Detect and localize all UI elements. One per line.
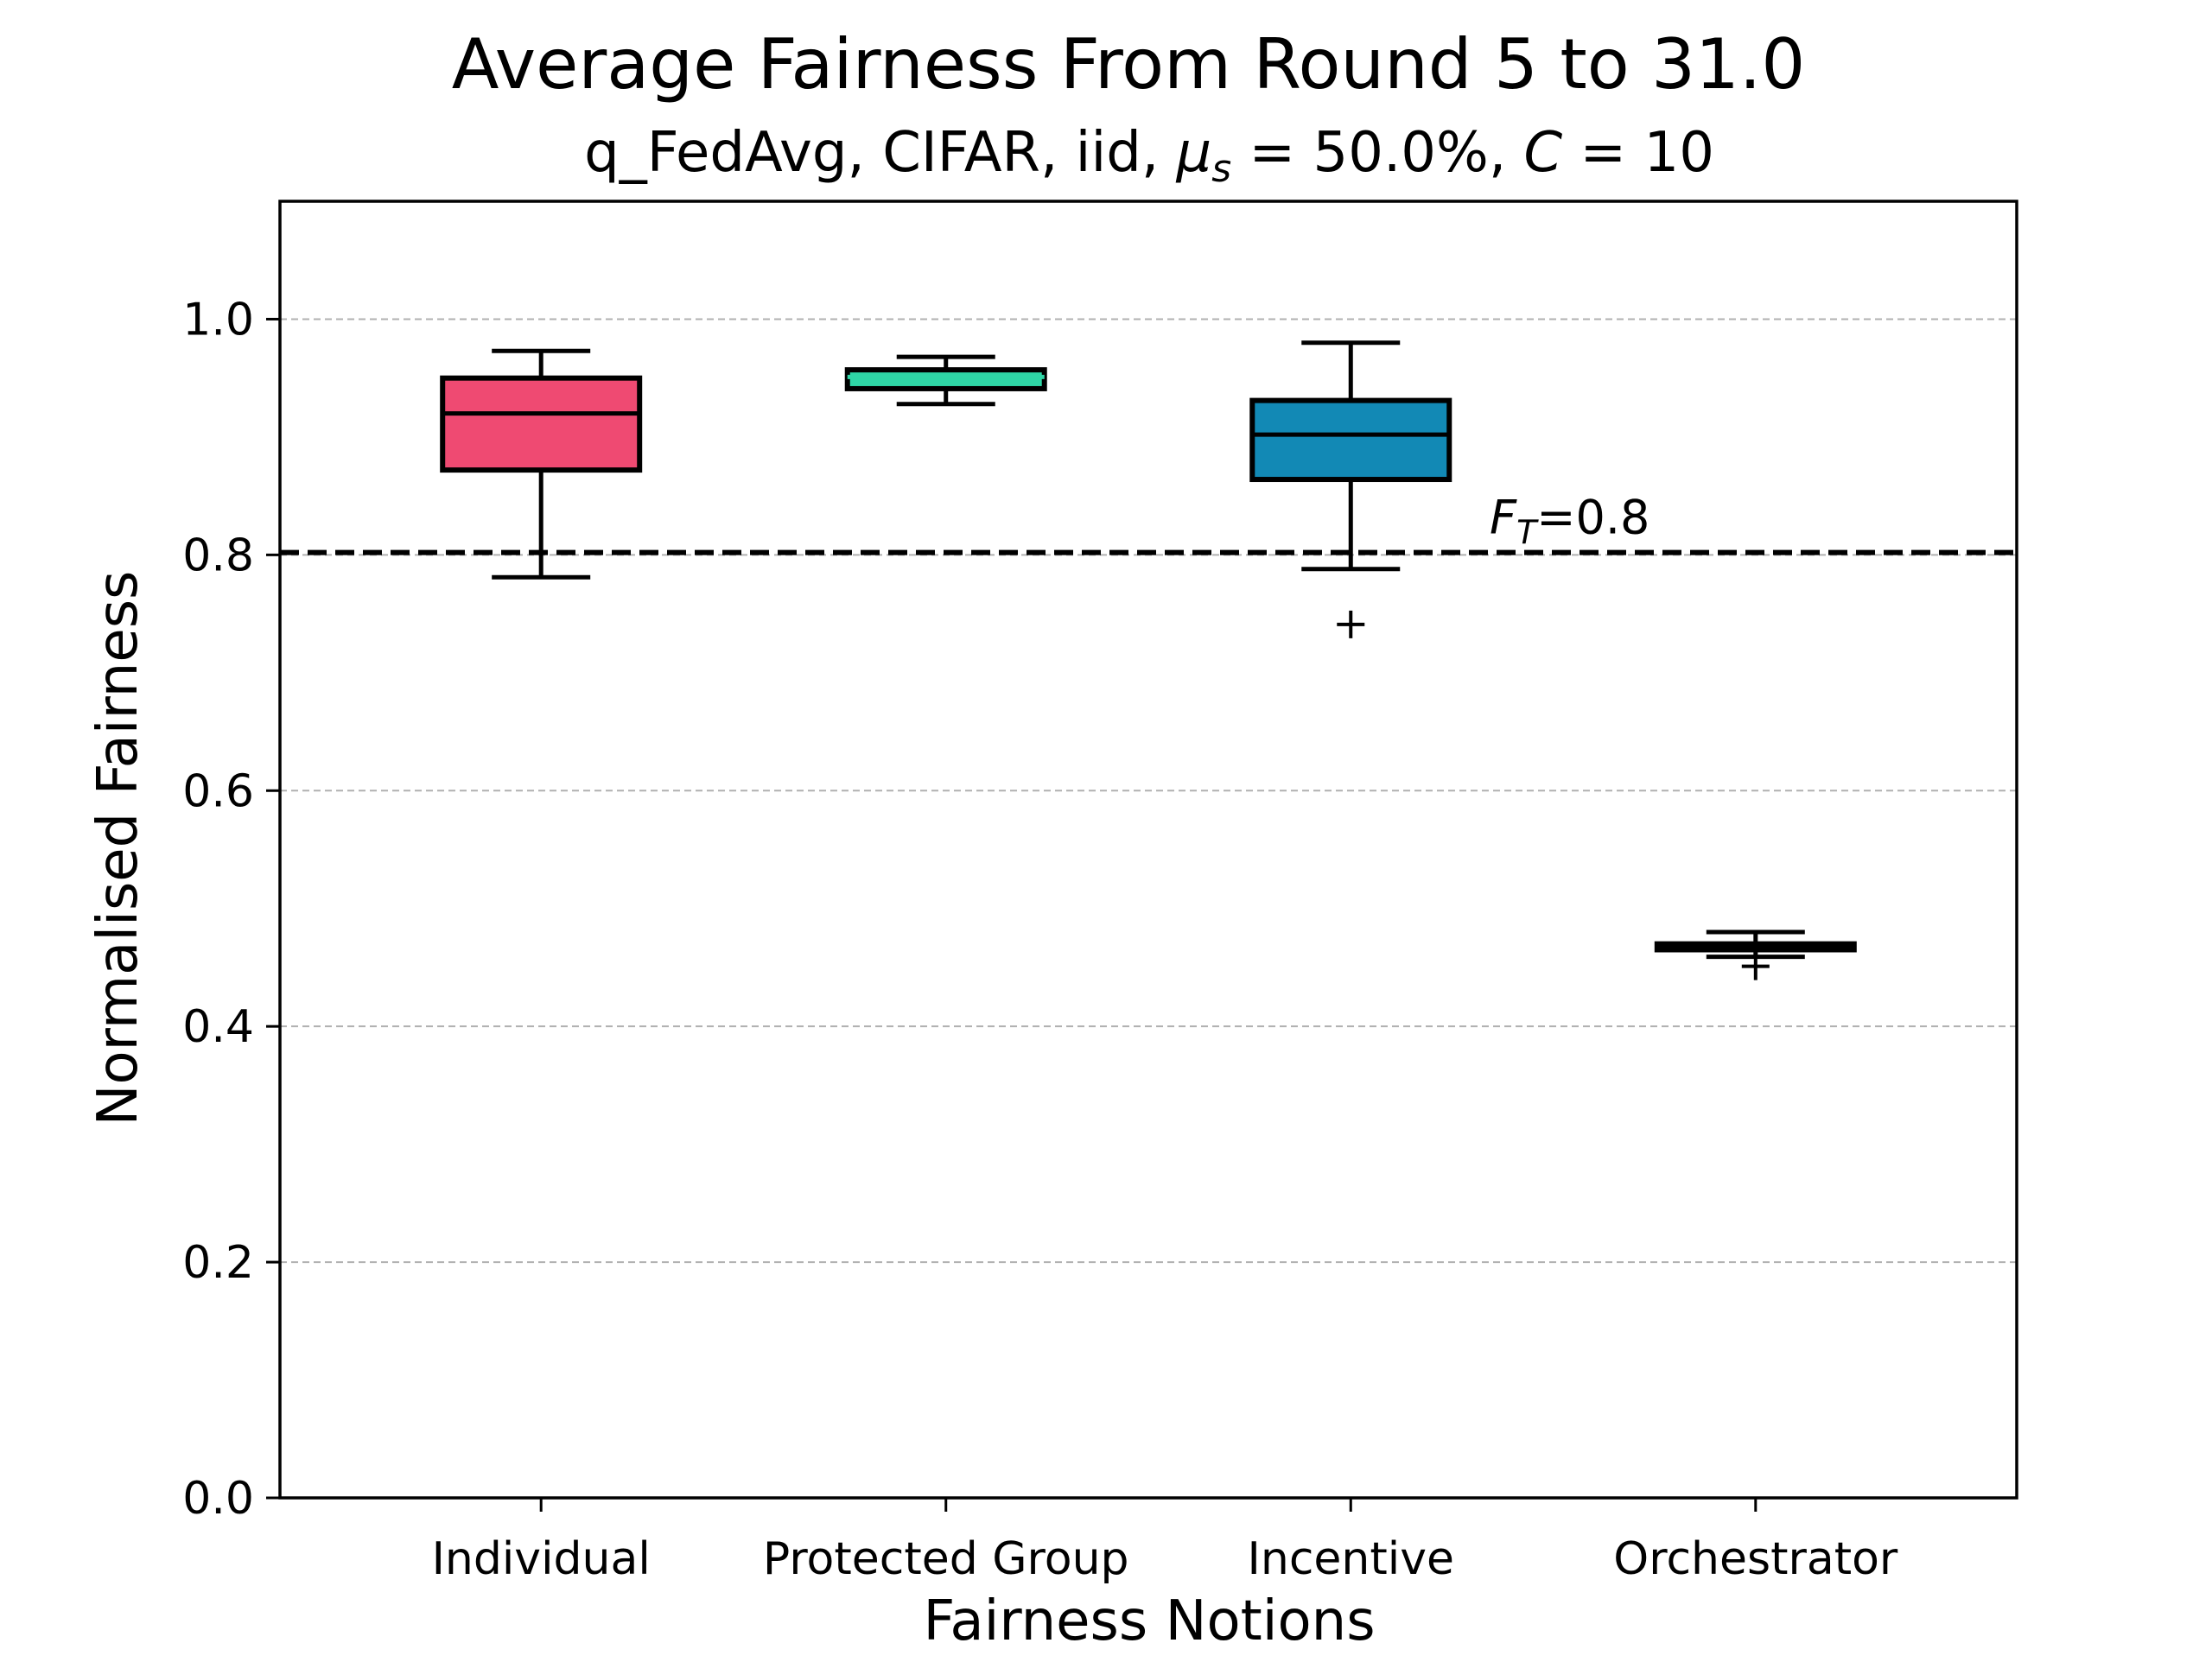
box-series xyxy=(440,340,1857,980)
subtitle-c-symbol: C xyxy=(1524,121,1563,185)
y-tick-label: 0.2 xyxy=(182,1237,254,1289)
x-axis-label: Fairness Notions xyxy=(923,1589,1375,1653)
x-tick-label: Incentive xyxy=(1248,1533,1454,1585)
box-iqr xyxy=(440,375,643,473)
box-individual xyxy=(440,348,643,580)
y-tick-label: 1.0 xyxy=(182,294,254,346)
threshold-symbol: F xyxy=(1490,491,1517,545)
subtitle-c-value: = 10 xyxy=(1562,121,1714,185)
y-tick-label: 0.0 xyxy=(182,1473,254,1525)
box-orchestrator xyxy=(1654,929,1857,980)
y-tick-label: 0.4 xyxy=(182,1001,254,1053)
x-tick-label: Individual xyxy=(432,1533,651,1585)
x-axis-ticks: Individual Protected Group Incentive Orches… xyxy=(432,1498,1898,1585)
y-tick-label: 0.8 xyxy=(182,530,254,581)
y-axis-label: Normalised Fairness xyxy=(86,571,150,1126)
x-tick-label: Orchestrator xyxy=(1613,1533,1898,1585)
box-incentive xyxy=(1249,340,1452,638)
plot-frame xyxy=(278,200,2018,1500)
subtitle-mu-subscript: s xyxy=(1211,147,1231,191)
chart-title: Average Fairness From Round 5 to 31.0 xyxy=(452,24,1805,105)
box-iqr xyxy=(1249,397,1452,483)
y-axis-ticks: 0.0 0.2 0.4 0.6 0.8 1.0 xyxy=(182,294,280,1525)
subtitle-prefix: q_FedAvg, CIFAR, iid, xyxy=(584,121,1176,185)
threshold-subscript: T xyxy=(1516,514,1539,552)
y-tick-label: 0.6 xyxy=(182,765,254,817)
subtitle-mu-symbol: μ xyxy=(1176,121,1212,185)
chart-subtitle: q_FedAvg, CIFAR, iid, μs = 50.0%, C = 10 xyxy=(584,121,1714,191)
threshold-value: =0.8 xyxy=(1536,491,1649,545)
subtitle-mu-value: = 50.0%, xyxy=(1231,121,1523,185)
x-tick-label: Protected Group xyxy=(763,1533,1129,1585)
box-protected-group xyxy=(844,354,1047,407)
box-iqr xyxy=(844,367,1047,391)
threshold-label: FT=0.8 xyxy=(1490,491,1649,552)
